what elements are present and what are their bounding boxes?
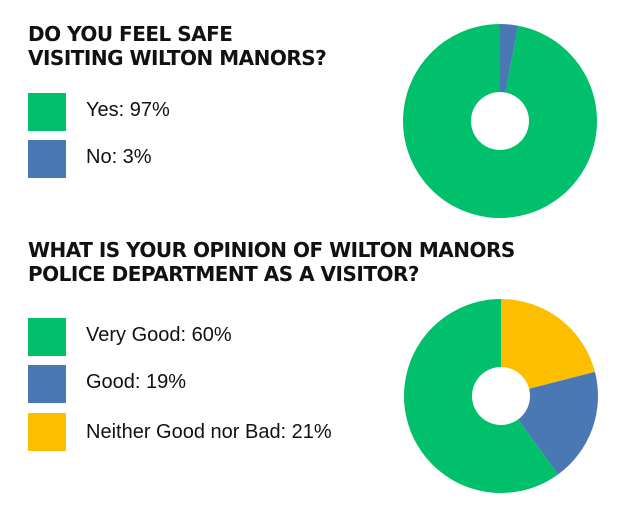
- legend-label-neither: Neither Good nor Bad: 21%: [86, 421, 332, 443]
- legend-swatch-yes: [28, 93, 66, 131]
- chart-1-title-line-2: VISITING WILTON MANORS?: [28, 46, 327, 71]
- chart-2-title-line-1: WHAT IS YOUR OPINION OF WILTON MANORS: [28, 238, 515, 262]
- donut-slice-neither-good-nor-bad: [501, 299, 595, 396]
- legend-swatch-very-good: [28, 318, 66, 356]
- legend-label-no: No: 3%: [86, 146, 152, 168]
- donut-hole: [471, 92, 529, 150]
- legend-swatch-neither: [28, 413, 66, 451]
- legend-swatch-good: [28, 365, 66, 403]
- chart-2-title: WHAT IS YOUR OPINION OF WILTON MANORS PO…: [28, 238, 515, 287]
- legend-label-very-good: Very Good: 60%: [86, 324, 232, 346]
- legend-label-yes: Yes: 97%: [86, 99, 170, 121]
- chart-1-title: DO YOU FEEL SAFE VISITING WILTON MANORS?: [28, 22, 327, 71]
- donut-hole: [472, 367, 530, 425]
- legend-swatch-no: [28, 140, 66, 178]
- chart-2-title-line-2: POLICE DEPARTMENT AS A VISITOR?: [28, 262, 419, 287]
- chart-1-title-line-1: DO YOU FEEL SAFE: [28, 22, 233, 46]
- legend-label-good: Good: 19%: [86, 371, 187, 393]
